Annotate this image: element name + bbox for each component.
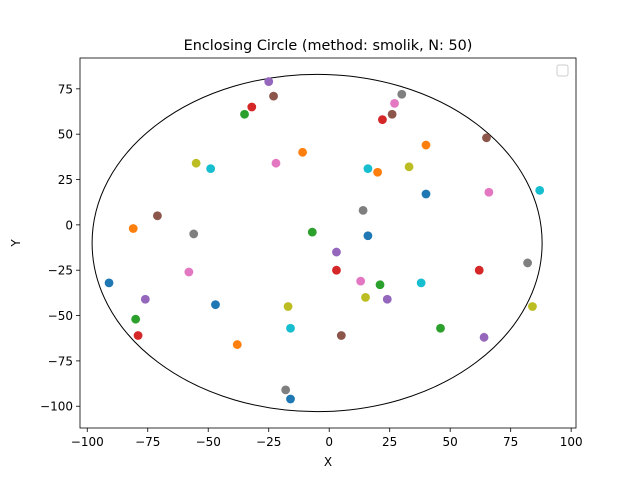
data-point [336, 331, 346, 340]
data-point [269, 91, 278, 101]
y-axis-label: Y [9, 239, 23, 248]
data-point [332, 247, 341, 257]
data-point [484, 187, 494, 197]
enclosing-circle [91, 73, 543, 413]
data-point [482, 133, 491, 143]
data-point [416, 278, 426, 288]
data-point [281, 385, 291, 395]
x-tick-label: −50 [196, 435, 221, 449]
data-point [361, 293, 370, 302]
data-point [153, 211, 162, 221]
data-point [128, 224, 138, 233]
x-axis-label: X [324, 455, 332, 469]
plot-area [79, 57, 577, 429]
chart-title: Enclosing Circle (method: smolik, N: 50) [184, 38, 473, 54]
x-tick-label: −100 [71, 435, 104, 449]
data-point [356, 276, 366, 286]
data-point [264, 77, 274, 86]
data-point [373, 167, 382, 177]
y-tick-label: 75 [58, 82, 73, 96]
data-point [528, 302, 537, 311]
data-point [140, 294, 150, 304]
data-point [479, 332, 489, 342]
data-point [390, 98, 399, 108]
data-point [271, 158, 281, 168]
axes-frame [79, 57, 577, 429]
data-point [131, 314, 141, 324]
legend-box [556, 64, 569, 77]
x-tick-label: 100 [560, 435, 583, 449]
x-tick-label: −25 [256, 435, 281, 449]
data-point [133, 331, 143, 340]
data-point [421, 189, 431, 199]
y-tick-label: 25 [58, 173, 73, 187]
y-tick-label: 0 [65, 218, 73, 232]
data-point [206, 164, 216, 174]
y-tick-label: −25 [48, 264, 73, 278]
y-tick-label: 50 [58, 128, 73, 142]
y-axis-ticks: −100 −75 −50 −25 0 25 50 75 [40, 82, 80, 414]
y-tick-label: −100 [40, 400, 73, 414]
x-tick-label: 75 [503, 435, 518, 449]
data-point [240, 109, 249, 119]
x-tick-label: 50 [443, 435, 458, 449]
data-point [404, 162, 414, 172]
data-point [387, 109, 397, 119]
x-axis-ticks: −100 −75 −50 −25 0 25 50 75 100 [71, 428, 583, 449]
data-point [397, 89, 407, 99]
x-tick-label: −75 [135, 435, 160, 449]
data-point [358, 205, 368, 215]
x-tick-label: 0 [325, 435, 333, 449]
data-point [332, 265, 341, 275]
data-point [298, 147, 307, 157]
y-tick-label: −75 [48, 354, 73, 368]
points-layer [104, 77, 545, 404]
data-point [189, 229, 199, 239]
data-point [474, 265, 484, 275]
x-tick-label: 25 [382, 435, 397, 449]
plot-background [80, 58, 576, 428]
data-point [286, 394, 295, 404]
data-point [283, 302, 293, 311]
data-point [363, 164, 373, 174]
data-point [184, 267, 194, 277]
data-point [247, 102, 257, 112]
data-point [535, 186, 545, 195]
data-point [104, 278, 114, 288]
data-point [286, 323, 295, 333]
enclosing-circle-layer [91, 73, 543, 413]
data-point [363, 231, 373, 241]
data-point [436, 323, 445, 333]
y-tick-label: −50 [48, 309, 73, 323]
data-point [378, 115, 387, 125]
data-point [211, 300, 220, 310]
data-point [375, 280, 385, 290]
data-point [421, 140, 431, 150]
data-point [382, 294, 392, 304]
data-point [191, 158, 201, 168]
data-point [523, 258, 533, 268]
data-point [232, 340, 242, 349]
data-point [307, 227, 317, 237]
